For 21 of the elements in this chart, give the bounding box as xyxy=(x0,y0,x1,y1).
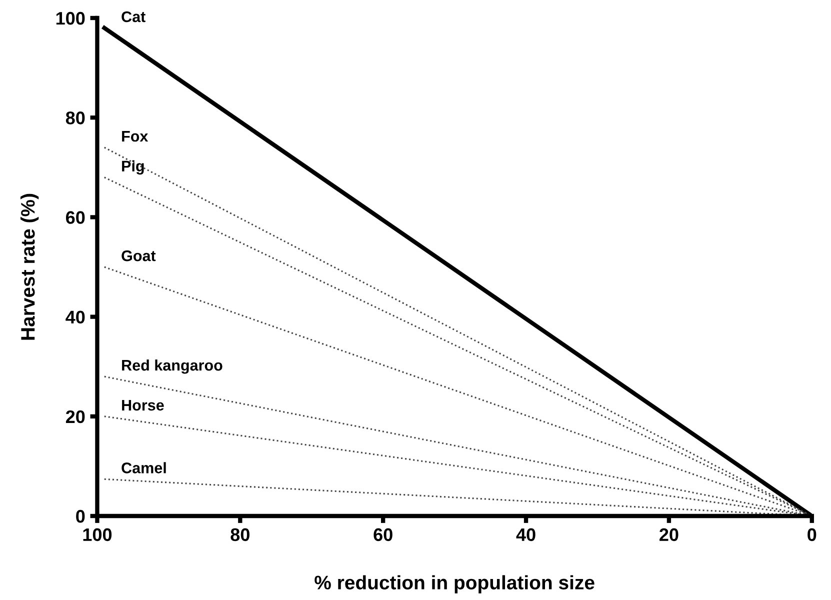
x-tick-label: 60 xyxy=(374,528,392,542)
series-label: Fox xyxy=(122,131,148,142)
y-tick-label: 0 xyxy=(76,510,85,523)
x-tick-label: 80 xyxy=(230,528,250,542)
series-label: Pig xyxy=(122,160,144,175)
y-tick-label: 80 xyxy=(66,112,85,124)
series-label: Camel xyxy=(122,462,166,474)
y-tick-label: 60 xyxy=(66,211,85,224)
y-axis-title: Harvest rate (%) xyxy=(20,194,39,340)
x-tick-label: 40 xyxy=(516,528,536,542)
y-tick-label: 20 xyxy=(66,410,85,424)
series-label: Goat xyxy=(122,250,156,262)
y-tick-label: 100 xyxy=(56,12,85,25)
x-tick-label: 0 xyxy=(808,528,816,542)
series-label: Horse xyxy=(122,400,164,411)
series-label: Cat xyxy=(122,11,146,22)
series-label: Red kangaroo xyxy=(122,359,222,374)
y-tick-label: 40 xyxy=(66,310,85,324)
x-tick-label: 100 xyxy=(83,528,112,542)
x-tick-label: 20 xyxy=(660,528,678,542)
x-axis-title: % reduction in population size xyxy=(314,575,594,594)
